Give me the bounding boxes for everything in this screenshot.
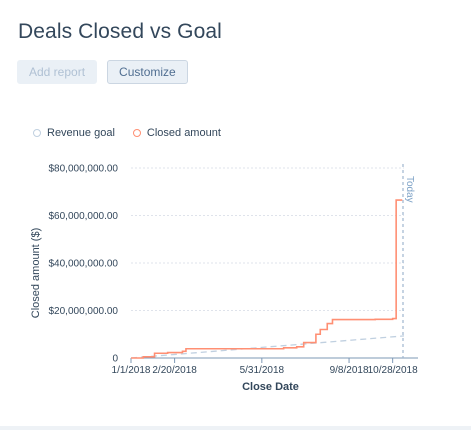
y-tick-label: $80,000,000.00 xyxy=(48,164,118,175)
y-tick-label: $20,000,000.00 xyxy=(48,306,118,317)
y-tick-label: $40,000,000.00 xyxy=(48,259,118,270)
series-line-revenue-goal xyxy=(130,335,405,359)
x-tick-label: 9/8/2018 xyxy=(330,365,369,376)
x-tick-label: 1/1/2018 xyxy=(112,365,151,376)
x-axis-title: Close Date xyxy=(242,381,299,393)
y-axis-title: Closed amount ($) xyxy=(30,228,42,319)
legend-item-closed-amount[interactable]: Closed amount xyxy=(132,127,221,139)
legend-item-revenue-goal[interactable]: Revenue goal xyxy=(33,127,115,139)
x-tick-label: 5/31/2018 xyxy=(240,365,285,376)
page-title: Deals Closed vs Goal xyxy=(18,20,222,43)
x-tick-label: 2/20/2018 xyxy=(152,365,197,376)
y-tick-label: 0 xyxy=(112,354,118,365)
add-report-button[interactable]: Add report xyxy=(17,60,98,84)
bottom-divider xyxy=(0,426,471,430)
customize-button[interactable]: Customize xyxy=(107,60,188,84)
y-tick-label: $60,000,000.00 xyxy=(48,211,118,222)
chart-legend: Revenue goal Closed amount xyxy=(33,127,221,139)
legend-label-revenue-goal: Revenue goal xyxy=(47,127,115,139)
x-tick-label: 10/28/2018 xyxy=(368,365,418,376)
legend-label-closed-amount: Closed amount xyxy=(146,127,221,139)
legend-circle-icon xyxy=(33,129,41,137)
legend-circle-icon xyxy=(132,129,141,137)
today-label: Today xyxy=(404,176,415,203)
series-line-closed-amount xyxy=(131,199,403,359)
toolbar: Add report Customize xyxy=(17,60,188,84)
